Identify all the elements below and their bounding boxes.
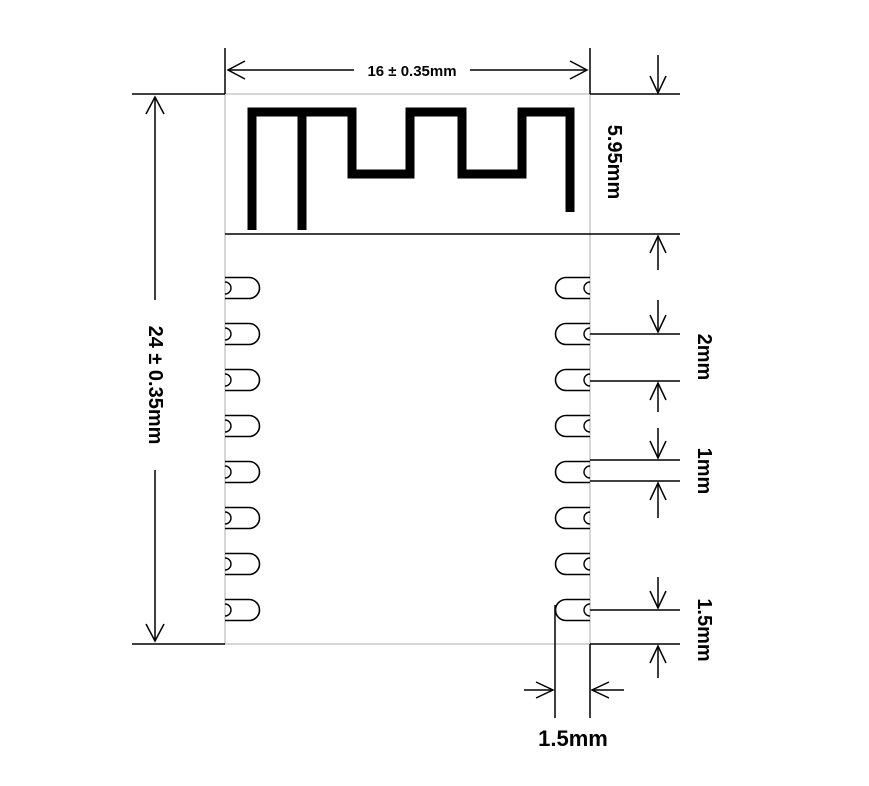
pad-length-label: 1.5mm — [538, 726, 608, 751]
height-arrow-top — [145, 95, 165, 115]
pad-length-arrow-left — [535, 681, 555, 699]
left-pad-half-hole — [224, 465, 232, 479]
right-pad-half-hole — [583, 603, 591, 617]
right-pad-half-hole — [583, 557, 591, 571]
left-pad — [225, 506, 261, 530]
right-pad-half-hole — [583, 373, 591, 387]
antenna-trace — [247, 107, 575, 230]
pad-width-arrow-top — [649, 440, 667, 460]
left-pad — [225, 598, 261, 622]
left-pad-half-hole — [224, 557, 232, 571]
clearance-arrow-top — [649, 590, 667, 610]
left-pad — [225, 460, 261, 484]
left-pad — [225, 322, 261, 346]
right-pad — [554, 322, 590, 346]
pad-pitch-label: 2mm — [693, 334, 715, 381]
right-pad — [554, 552, 590, 576]
right-pad-half-hole — [583, 465, 591, 479]
width-arrow-right — [569, 60, 589, 80]
right-pad — [554, 414, 590, 438]
right-pad — [554, 368, 590, 392]
left-pad-half-hole — [224, 373, 232, 387]
pitch-arrow-bottom — [649, 381, 667, 401]
height-arrow-bottom — [145, 623, 165, 643]
pitch-arrow-top — [649, 314, 667, 334]
left-pad-half-hole — [224, 281, 232, 295]
height-label: 24 ± 0.35mm — [144, 326, 166, 445]
width-arrow-left — [226, 60, 246, 80]
right-pad-half-hole — [583, 419, 591, 433]
right-pad-half-hole — [583, 511, 591, 525]
left-pad — [225, 552, 261, 576]
antenna-height-label: 5.95mm — [603, 125, 625, 200]
left-pad-half-hole — [224, 511, 232, 525]
left-pad-half-hole — [224, 327, 232, 341]
antenna-height-arrow-bottom — [649, 234, 667, 254]
right-pad — [554, 276, 590, 300]
right-pad-column — [554, 276, 591, 622]
antenna-height-arrow-top — [649, 75, 667, 95]
clearance-arrow-bottom — [649, 644, 667, 664]
left-pad — [225, 276, 261, 300]
bottom-clearance-label: 1.5mm — [693, 598, 715, 661]
left-pad — [225, 414, 261, 438]
right-pad — [554, 598, 590, 622]
right-pad — [554, 506, 590, 530]
right-pad-half-hole — [583, 281, 591, 295]
pad-width-label: 1mm — [693, 448, 715, 495]
width-label: 16 ± 0.35mm — [367, 63, 456, 80]
pad-width-arrow-bottom — [649, 481, 667, 501]
left-pad — [225, 368, 261, 392]
left-pad-half-hole — [224, 419, 232, 433]
pad-length-arrow-right — [590, 681, 610, 699]
right-pad — [554, 460, 590, 484]
right-pad-half-hole — [583, 327, 591, 341]
left-pad-column — [224, 276, 261, 622]
left-pad-half-hole — [224, 603, 232, 617]
